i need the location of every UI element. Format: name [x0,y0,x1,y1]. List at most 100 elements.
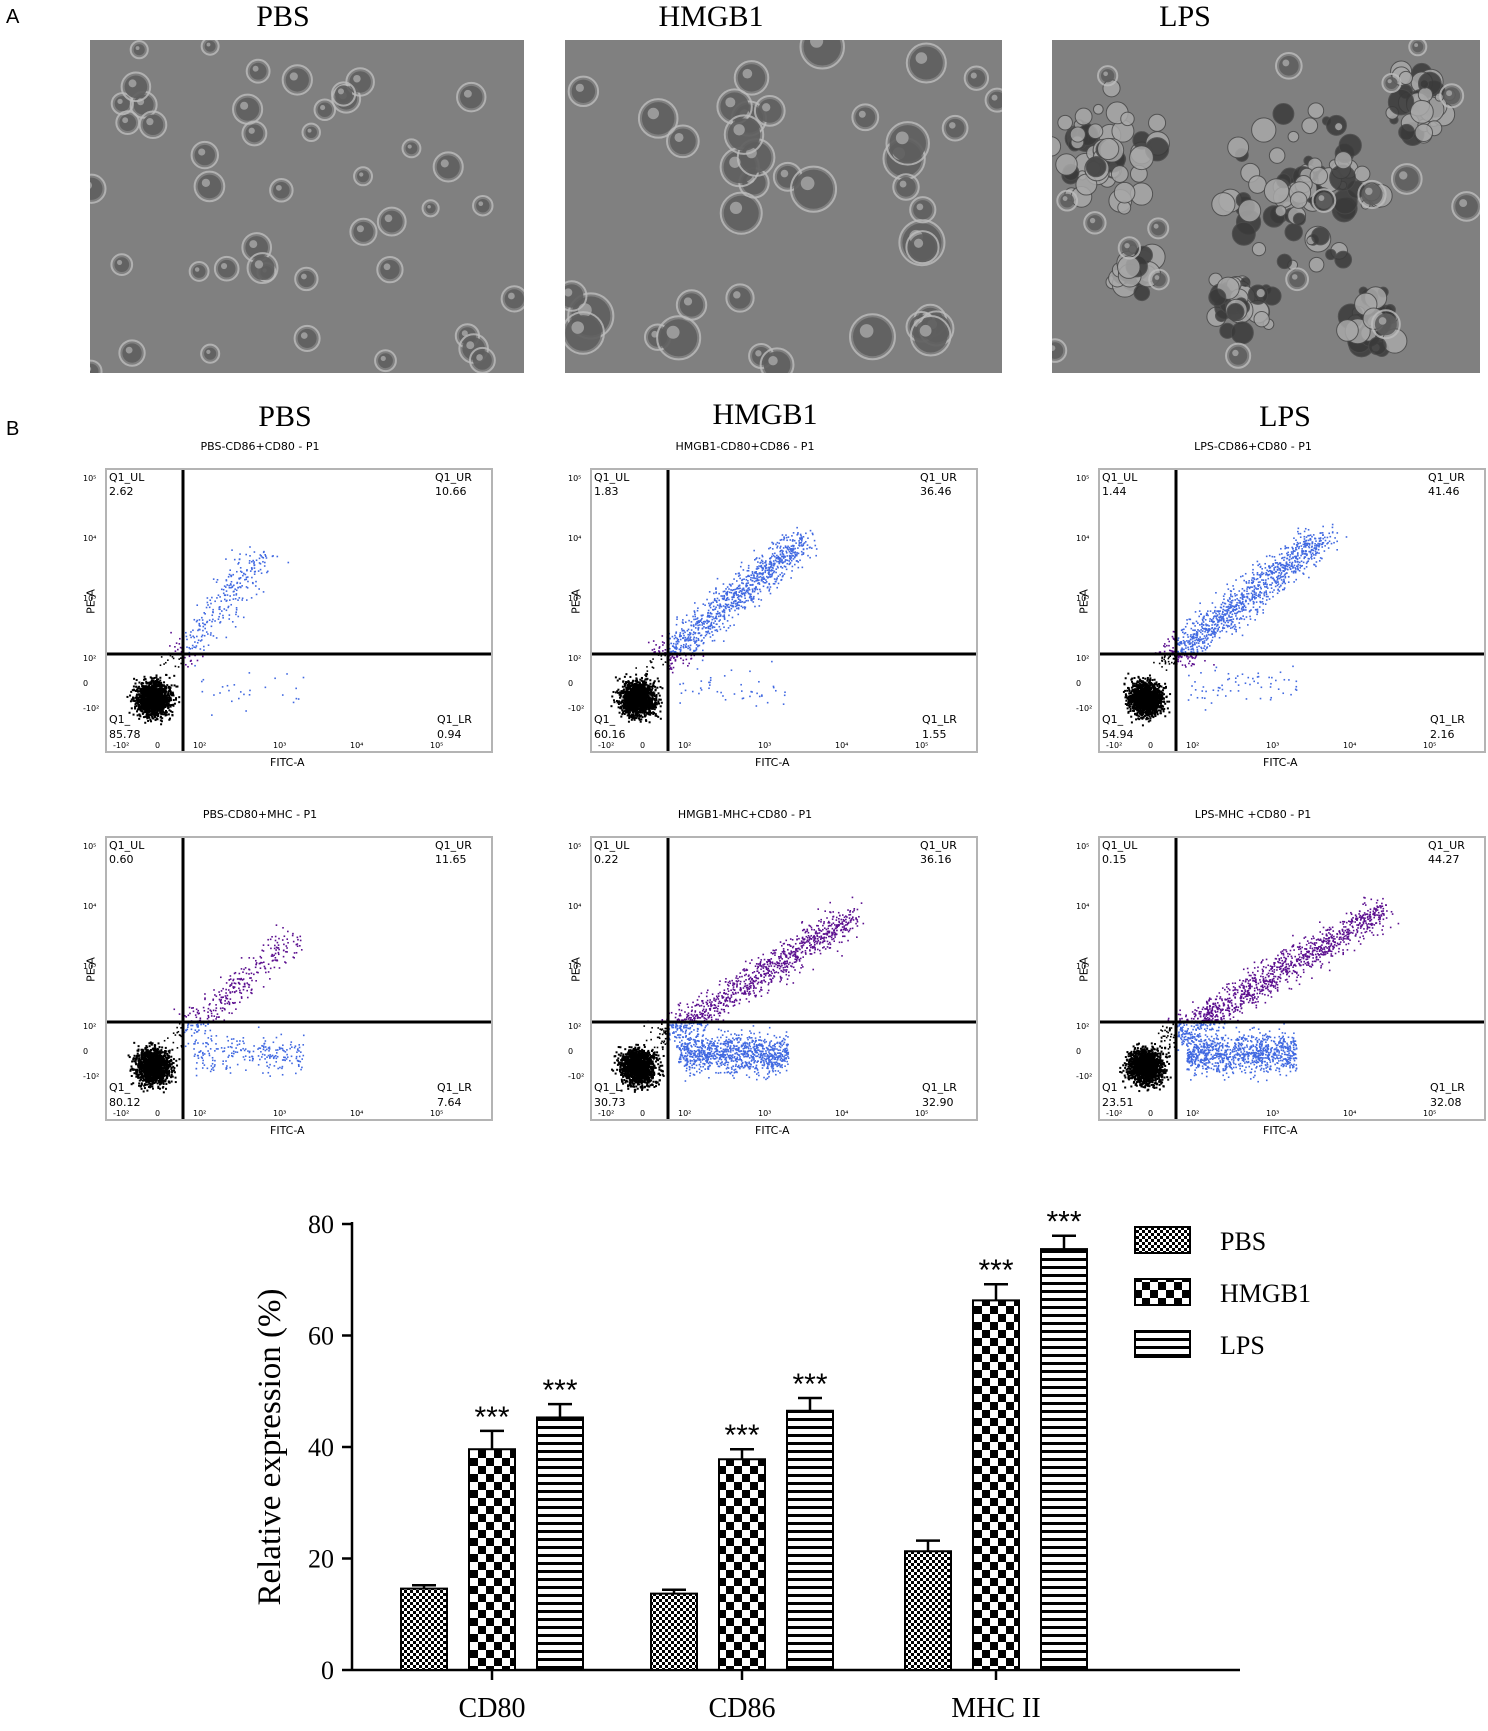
flow-plot-area: Q1_UL 0.60 Q1_UR 11.65 Q1_ 80.12 Q1_LR 7.64 [105,836,493,1121]
quadrant-ul-name: Q1_UL [1102,839,1138,852]
x-tick-label: -10² [1106,741,1123,750]
y-tick-label: 60 [308,1322,334,1351]
panel-b-title-pbs: PBS [258,400,312,433]
legend-label: HMGB1 [1220,1279,1311,1308]
panel-a-title-lps: LPS [1159,0,1211,33]
quadrant-lr-name: Q1_LR [1430,713,1465,726]
bar-chart: 0 20 40 60 80 Relative expression (%) CD80 CD86… [252,1206,1311,1724]
y-tick-label: 0 [83,679,89,688]
y-tick-label: 10³ [83,962,97,971]
quadrant-ul-name: Q1_UL [1102,471,1138,484]
x-tick-label: 10² [678,1109,692,1118]
scatter-points [1122,523,1348,727]
quadrant-ll-value: 54.94 [1102,728,1134,741]
x-tick-label: 10⁴ [350,741,364,750]
y-tick-label: 10² [568,654,582,663]
y-tick-label: 40 [308,1433,334,1462]
scatter-points [610,896,865,1093]
y-tick-label: -10² [1076,1072,1093,1081]
y-tick-label: 10³ [1076,962,1090,971]
y-tick-label: 10⁴ [568,534,582,543]
quadrant-ur-name: Q1_UR [435,471,472,484]
y-tick-label: -10² [83,704,100,713]
quadrant-ll-name: Q1_L [594,1081,622,1094]
y-tick-label: 10⁴ [83,534,97,543]
flow-plot-area: Q1_UL 1.83 Q1_UR 36.46 Q1_ 60.16 Q1_LR 1.55 [590,468,978,753]
x-tick-label: -10² [598,1109,615,1118]
legend-swatch [1134,1226,1191,1254]
x-tick-label: 10⁵ [430,741,444,750]
significance-label: *** [792,1368,827,1401]
y-tick-label: 10⁵ [1076,842,1090,851]
bar [718,1458,766,1672]
panel-b-label: B [6,418,20,440]
y-tick-label: 10² [1076,654,1090,663]
x-tick-label: 10³ [1266,1109,1280,1118]
y-tick-label: 10³ [83,594,97,603]
quadrant-lr-name: Q1_LR [922,713,957,726]
scatter-points [610,526,818,724]
y-axis-title: Relative expression (%) [252,1288,288,1605]
y-tick-label: 10⁴ [1076,534,1090,543]
quadrant-ul-value: 1.44 [1102,485,1127,498]
y-tick-label: 10⁵ [83,842,97,851]
quadrant-lr-name: Q1_LR [437,1081,472,1094]
quadrant-lr-name: Q1_LR [437,713,472,726]
quadrant-lr-value: 1.55 [922,728,947,741]
flow-plot-title: LPS-CD86+CD80 - P1 [1194,440,1312,453]
panel-b-title-hmgb1: HMGB1 [712,398,818,431]
scatter-points [126,546,305,726]
x-tick-label: 10² [193,1109,207,1118]
x-tick-label: 10⁴ [835,741,849,750]
x-tick-label: CD86 [709,1693,776,1724]
x-axis-label: FITC-A [270,756,305,769]
y-tick-label: 10⁴ [83,902,97,911]
x-axis-label: FITC-A [1263,1124,1298,1137]
flow-plot-title: HMGB1-MHC+CD80 - P1 [677,808,813,821]
quadrant-ul-value: 0.22 [594,853,619,866]
scatter-points [1119,896,1400,1093]
quadrant-ur-value: 10.66 [435,485,467,498]
flow-plot-title: HMGB1-CD80+CD86 - P1 [675,440,815,453]
x-tick-label: 0 [1148,741,1154,750]
panel-b-title-lps: LPS [1259,400,1311,433]
quadrant-ul-name: Q1_UL [594,471,630,484]
bar [650,1592,698,1671]
y-tick-label: 10⁵ [568,474,582,483]
quadrant-ll-value: 85.78 [109,728,141,741]
quadrant-ur-value: 44.27 [1428,853,1460,866]
x-tick-label: 10² [193,741,207,750]
legend-label: PBS [1220,1227,1266,1256]
x-axis-label: FITC-A [1263,756,1298,769]
x-tick-label: 0 [640,741,646,750]
y-tick-label: 10³ [1076,594,1090,603]
quadrant-ul-value: 0.60 [109,853,134,866]
y-tick-label: 0 [568,1047,574,1056]
flow-plot: LPS-CD86+CD80 - P1 Q1_UL 1.44 Q1_UR 41.46 Q1_… [1058,440,1488,770]
quadrant-lr-value: 2.16 [1430,728,1455,741]
flow-plot-area: Q1_UL 2.62 Q1_UR 10.66 Q1_ 85.78 Q1_LR 0.94 [105,468,493,753]
y-tick-label: 10³ [568,962,582,971]
y-tick-label: 10² [568,1022,582,1031]
y-tick-label: 10² [1076,1022,1090,1031]
x-tick-label: 0 [155,741,161,750]
micrograph-lps [1052,40,1480,373]
flow-plot: LPS-MHC +CD80 - P1 Q1_UL 0.15 Q1_UR 44.27 Q1 2… [1058,808,1488,1138]
quadrant-ll-name: Q1 [1102,1081,1118,1094]
x-tick-label: 10⁵ [1423,1109,1437,1118]
significance-label: *** [724,1419,759,1452]
x-tick-label: 10³ [758,741,772,750]
x-tick-label: 10⁵ [430,1109,444,1118]
flow-plot-title: LPS-MHC +CD80 - P1 [1194,808,1312,821]
y-tick-label: 80 [308,1210,334,1239]
x-tick-label: 10² [1186,741,1200,750]
flow-plot-area: Q1_UL 1.44 Q1_UR 41.46 Q1_ 54.94 Q1_LR 2.16 [1098,468,1486,753]
x-tick-label: 10⁵ [915,1109,929,1118]
quadrant-ll-value: 60.16 [594,728,626,741]
flow-plot: PBS-CD80+MHC - P1 Q1_UL 0.60 Q1_UR 11.65 Q1_ 8… [65,808,515,1138]
quadrant-ll-name: Q1_ [109,1081,131,1094]
quadrant-ll-name: Q1_ [1102,713,1124,726]
quadrant-ll-value: 23.51 [1102,1096,1134,1109]
y-tick-label: -10² [568,1072,585,1081]
quadrant-ll-value: 80.12 [109,1096,141,1109]
